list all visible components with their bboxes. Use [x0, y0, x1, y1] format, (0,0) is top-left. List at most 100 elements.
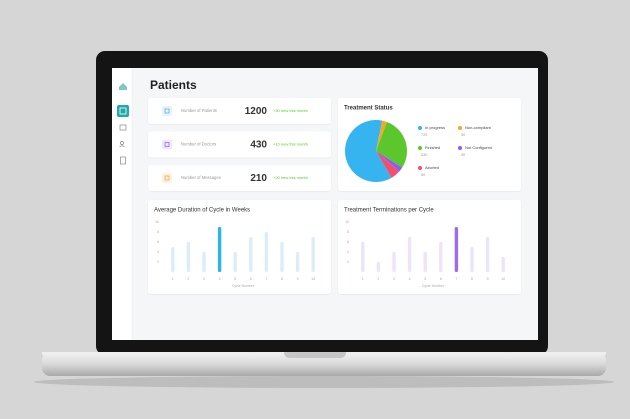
legend-label: Aborted [425, 165, 439, 170]
bar [295, 252, 300, 272]
card [338, 200, 521, 294]
x-tick-label: 1 [362, 277, 364, 281]
bar [264, 232, 269, 272]
legend-value: 60 [421, 173, 425, 177]
legend-swatch [418, 146, 422, 150]
legend-swatch [458, 146, 462, 150]
stat-icon-glyph [164, 142, 170, 147]
legend-label: In progress [425, 125, 445, 130]
x-axis-label: Cycle Number [422, 284, 445, 288]
y-tick-label: 6 [157, 240, 159, 244]
x-tick-label: 8 [471, 277, 473, 281]
card [148, 98, 331, 124]
y-tick-label: 8 [347, 230, 349, 234]
bar [249, 237, 253, 272]
bar [501, 257, 505, 272]
sidebar [112, 68, 132, 340]
bar [280, 242, 284, 272]
legend-label: Not Configured [465, 145, 492, 150]
laptop-notch [284, 352, 346, 358]
dashboard-icon[interactable] [117, 105, 129, 117]
stat-icon-glyph [164, 175, 170, 181]
y-tick-label: 10 [155, 220, 159, 224]
y-tick-label: 4 [347, 250, 349, 254]
y-tick-label: 4 [157, 250, 159, 254]
x-tick-label: 10 [311, 277, 315, 281]
x-tick-label: 1 [172, 277, 174, 281]
stat-icon [162, 173, 172, 183]
chart-title: Treatment Status [344, 106, 393, 112]
y-tick-label: 2 [157, 260, 159, 264]
bar [407, 237, 412, 272]
stat-icon-glyph [164, 108, 170, 114]
x-tick-label: 9 [297, 277, 299, 281]
x-tick-label: 4 [219, 277, 221, 281]
stat-label: Number of Patients [181, 108, 217, 113]
bar [392, 252, 396, 272]
y-tick-label: 6 [347, 240, 349, 244]
stat-change: +10 new this month [273, 142, 308, 147]
stat-value: 1200 [245, 106, 268, 117]
bar [485, 237, 490, 272]
pie-slice [376, 120, 387, 151]
stat-value: 430 [250, 140, 267, 151]
stat-label: Number of Messages [181, 175, 221, 180]
y-tick-label: 2 [347, 260, 349, 264]
bar [454, 227, 459, 272]
legend-swatch [458, 126, 462, 130]
bar [361, 242, 365, 272]
x-tick-label: 2 [377, 277, 379, 281]
x-tick-label: 9 [487, 277, 489, 281]
card [148, 131, 331, 158]
legend-swatch [418, 166, 422, 170]
bar [470, 247, 474, 272]
bar [217, 227, 222, 272]
nav-icon[interactable] [120, 141, 124, 145]
pie-slice [376, 151, 403, 172]
x-tick-label: 2 [187, 277, 189, 281]
nav-icon-part [119, 145, 125, 148]
bar [233, 252, 237, 272]
chart-title: Average Duration of Cycle in Weeks [154, 208, 250, 214]
x-tick-label: 10 [501, 277, 505, 281]
legend-value: 720 [421, 133, 427, 137]
card [148, 165, 331, 191]
bar [171, 247, 175, 272]
legend-label: Finished [425, 145, 440, 150]
shadow [34, 376, 614, 388]
nav-icon[interactable] [119, 124, 127, 131]
card [148, 200, 331, 294]
bar [376, 262, 381, 272]
x-axis-label: Cycle Number [232, 284, 255, 288]
pie-slice [376, 151, 400, 178]
x-tick-label: 6 [250, 277, 252, 281]
pie-slice [345, 120, 392, 183]
x-tick-label: 4 [409, 277, 411, 281]
x-tick-label: 5 [234, 277, 236, 281]
y-tick-label: 8 [157, 230, 159, 234]
x-tick-label: 7 [265, 277, 267, 281]
y-tick-label: 10 [345, 220, 349, 224]
legend-value: 330 [421, 153, 427, 157]
legend-label: Non-compliant [465, 125, 492, 130]
bar [186, 242, 191, 272]
stat-label: Number of Doctors [181, 142, 216, 147]
nav-icon[interactable] [120, 156, 126, 165]
stat-icon [162, 106, 172, 116]
bar [311, 237, 315, 272]
x-tick-label: 5 [424, 277, 426, 281]
x-tick-label: 8 [281, 277, 283, 281]
legend-swatch [418, 126, 422, 130]
bar [202, 252, 206, 272]
x-tick-label: 3 [203, 277, 205, 281]
x-tick-label: 3 [393, 277, 395, 281]
bar [439, 242, 443, 272]
legend-value: 30 [461, 133, 465, 137]
home-icon[interactable] [119, 83, 127, 90]
pie-slice [376, 122, 407, 168]
x-tick-label: 6 [440, 277, 442, 281]
bar [423, 252, 427, 272]
page-title: Patients [150, 78, 197, 92]
